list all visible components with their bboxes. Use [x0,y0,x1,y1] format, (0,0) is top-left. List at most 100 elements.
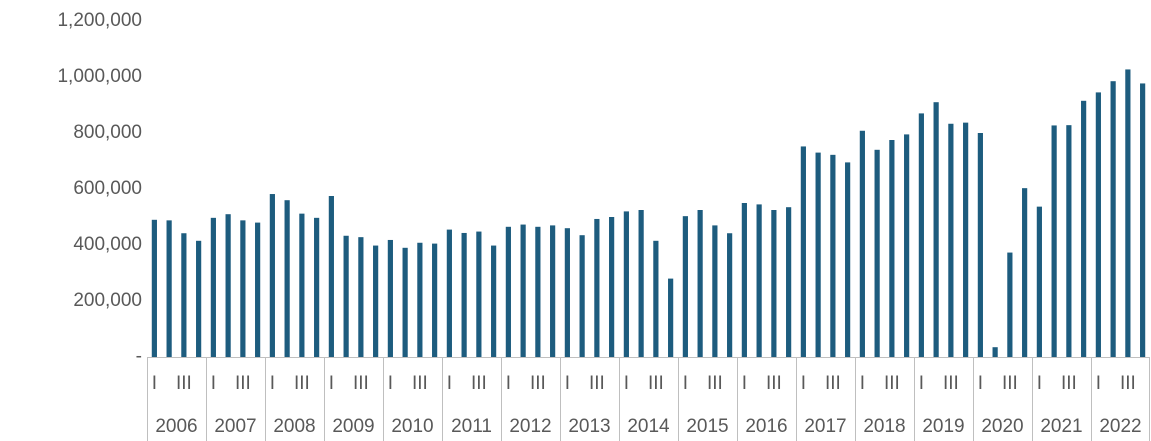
x-group-label: 2013 [568,416,610,437]
bar [1036,206,1042,357]
bar [210,217,216,357]
bar [933,102,939,357]
y-tick-label: 1,000,000 [57,66,142,87]
bar [1051,125,1057,357]
x-tick-label: I [270,373,275,394]
bar [505,226,511,357]
bar [1125,69,1131,357]
y-tick-label: 400,000 [73,234,142,255]
bar [918,113,924,358]
bar [609,217,615,357]
x-tick-label: III [235,373,251,394]
x-group-label: 2010 [391,416,433,437]
bar [963,122,969,357]
bar [668,278,674,357]
bar [786,207,792,357]
bar [166,220,172,357]
bar [446,229,452,357]
bar [343,235,349,357]
bar [1140,83,1146,357]
bar [196,240,202,357]
x-tick-label: III [353,373,369,394]
x-tick-label: I [683,373,688,394]
bar [948,123,954,357]
x-group-label: 2007 [214,416,256,437]
bar [682,216,688,357]
x-group-label: 2009 [332,416,374,437]
x-tick-label: I [329,373,334,394]
x-tick-label: III [176,373,192,394]
bar [859,130,865,357]
bar [992,347,998,357]
x-group-label: 2011 [451,416,492,437]
bar [889,140,895,357]
x-tick-label: I [506,373,511,394]
bar [476,231,482,357]
x-group-label: 2012 [509,416,551,437]
bar [756,204,762,357]
x-group-label: 2020 [981,416,1023,437]
bar [240,220,246,357]
bar [1081,100,1087,358]
bar [771,210,777,357]
x-tick-label: III [589,373,605,394]
bar [373,245,379,357]
bar [653,240,659,357]
x-tick-label: III [707,373,723,394]
x-tick-label: III [825,373,841,394]
bar [697,210,703,357]
x-tick-label: III [1061,373,1077,394]
y-tick-label: 800,000 [73,122,142,143]
x-tick-label: I [978,373,983,394]
x-tick-label: I [1037,373,1042,394]
x-tick-label: III [471,373,487,394]
x-tick-label: I [1096,373,1101,394]
bar [535,226,541,357]
bar [402,247,408,357]
bar [845,162,851,357]
x-tick-label: III [1120,373,1136,394]
bar [712,225,718,357]
x-tick-label: I [624,373,629,394]
x-tick-label: I [211,373,216,394]
x-tick-label: III [884,373,900,394]
x-tick-label: I [152,373,157,394]
bar [432,243,438,357]
x-group-label: 2018 [863,416,905,437]
x-group-label: 2014 [627,416,670,437]
bar [1007,252,1013,357]
x-group-label: 2017 [804,416,846,437]
bar [358,237,364,357]
bar [594,218,600,357]
y-tick-label: 1,200,000 [57,10,142,31]
x-tick-label: I [742,373,747,394]
bar [491,245,497,357]
bar [830,154,836,357]
x-group-label: 2016 [745,416,787,437]
y-tick-label: - [136,346,142,367]
bar [1095,92,1101,358]
bar [1110,81,1116,357]
x-group-label: 2006 [155,416,197,437]
bar [741,203,747,357]
x-tick-label: III [412,373,428,394]
y-tick-label: 600,000 [73,178,142,199]
bar [151,219,157,357]
bar [299,213,305,357]
bar [417,242,423,357]
bar [977,133,983,357]
bar [461,232,467,357]
bar [904,134,910,357]
x-tick-label: III [943,373,959,394]
x-tick-label: III [530,373,546,394]
x-tick-label: III [648,373,664,394]
bar [550,225,556,357]
bar [269,194,275,357]
bar [314,217,320,357]
bar [623,211,629,357]
bar [638,210,644,357]
bar [284,200,290,357]
x-tick-label: III [294,373,310,394]
bar [255,222,261,357]
